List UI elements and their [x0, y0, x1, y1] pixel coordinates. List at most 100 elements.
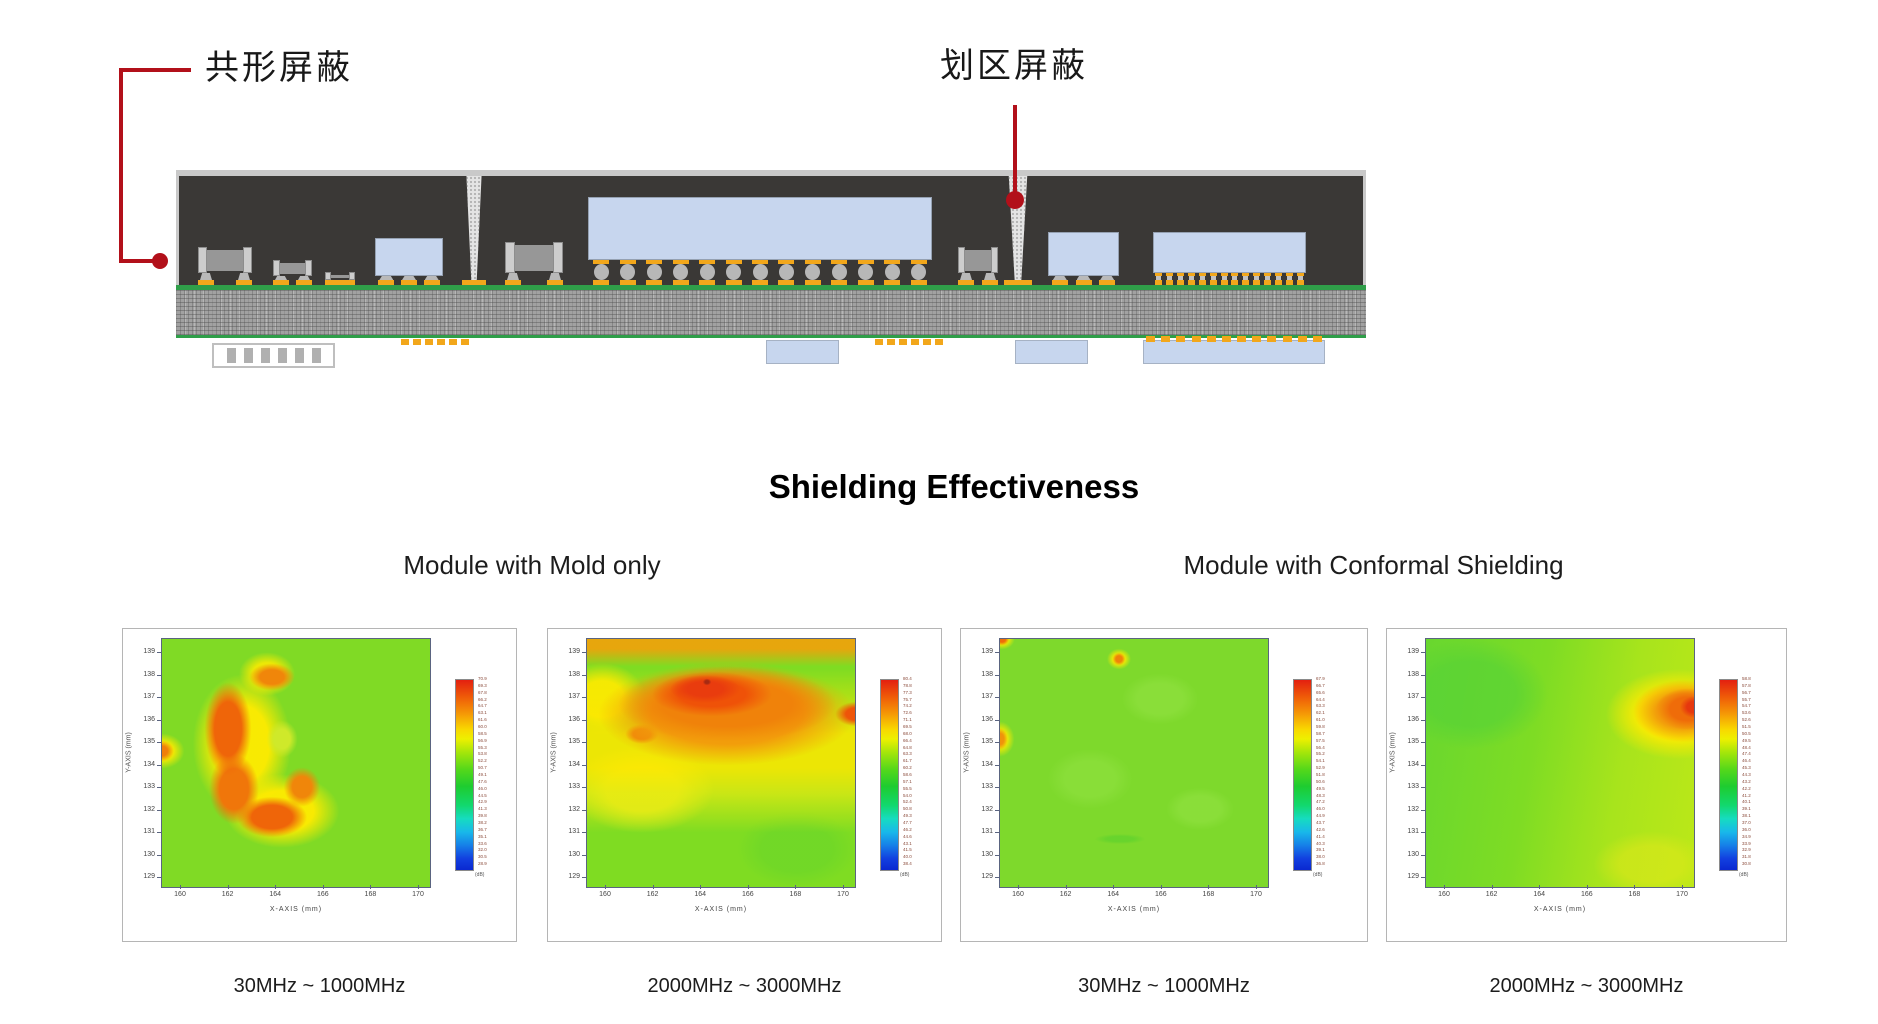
module — [176, 170, 1366, 338]
y-tick-label: 133 — [1393, 783, 1425, 791]
y-tick-label: 129 — [967, 873, 999, 881]
pin — [1232, 276, 1238, 280]
pin-pad-top — [1264, 273, 1272, 276]
x-tick-label: 170 — [1670, 885, 1694, 898]
die-foot — [424, 276, 439, 280]
y-tick-label: 130 — [554, 851, 586, 859]
colorbar — [1719, 679, 1738, 871]
ball-pad-bottom — [646, 280, 663, 285]
x-tick-label: 164 — [1527, 885, 1551, 898]
pin-pad-bottom — [1209, 280, 1217, 285]
ball-pad-top — [752, 260, 768, 264]
colorbar-tick-label: 38.2 — [478, 820, 487, 826]
colorbar-tick-label: 46.0 — [478, 785, 487, 791]
colorbar-tick-label: 74.2 — [903, 703, 912, 709]
colorbar-tick-label: 38.0 — [1316, 854, 1325, 860]
colorbar-unit-label: (dB) — [1313, 872, 1323, 878]
smd-terminal — [349, 272, 355, 280]
colorbar-tick-label: 30.8 — [1742, 861, 1751, 867]
pin — [1177, 276, 1183, 280]
heatmap-panel-2: Y-AXIS (mm) X-AXIS (mm) 80.4 78.8 77.3 75.7… — [547, 628, 942, 942]
connector-pin — [311, 348, 321, 363]
solder-foot — [238, 273, 250, 280]
colorbar-tick-label: 62.1 — [1316, 710, 1325, 716]
x-tick-label: 170 — [1244, 885, 1268, 898]
connector-pin — [260, 348, 270, 363]
colorbar-tick-label: 42.6 — [1316, 826, 1325, 832]
pin — [1265, 276, 1271, 280]
frequency-caption: 2000MHz ~ 3000MHz — [647, 975, 842, 997]
colorbar-tick-label: 42.9 — [478, 799, 487, 805]
y-tick-label: 136 — [967, 716, 999, 724]
colorbar-tick-label: 45.3 — [1742, 765, 1751, 771]
colorbar-tick-label: 47.6 — [478, 778, 487, 784]
colorbar-tick-label: 75.7 — [903, 696, 912, 702]
y-tick-label: 132 — [129, 806, 161, 814]
solder-ball — [620, 264, 636, 280]
colorbar-tick-label: 53.6 — [1742, 710, 1751, 716]
heatmap-plot-area — [586, 638, 856, 888]
colorbar-tick-label: 30.5 — [478, 854, 487, 860]
colorbar-tick-label: 78.8 — [903, 682, 912, 688]
conformal-shield-callout-line — [119, 259, 157, 263]
pin-pad-bottom — [1286, 280, 1294, 285]
colorbar-tick-label: 70.9 — [478, 676, 487, 681]
solder-ball — [593, 264, 609, 280]
colorbar-tick-label: 54.1 — [1316, 758, 1325, 764]
ball-pad-top — [672, 260, 689, 264]
conformal-shield-top — [176, 170, 1366, 176]
colorbar-tick-label: 63.3 — [1316, 703, 1325, 709]
solder-pad — [958, 280, 974, 285]
colorbar-tick-labels: 70.9 69.3 67.8 66.2 64.7 63.1 61.6 60.0 58.5 56.9… — [478, 676, 504, 868]
colorbar-tick-label: 61.0 — [1316, 717, 1325, 723]
pin-pad-bottom — [1187, 280, 1195, 285]
y-tick-label: 135 — [967, 738, 999, 746]
solder-ball — [805, 264, 821, 280]
compartment-shield-label: 划区屏蔽 — [940, 47, 1088, 85]
ball-pad-top — [646, 260, 663, 264]
pin — [1188, 276, 1194, 280]
solder-pad-row — [1252, 336, 1262, 342]
heatmap-plot-area — [999, 638, 1269, 888]
colorbar — [1293, 679, 1312, 871]
x-tick-label: 168 — [783, 885, 807, 898]
solder-foot — [549, 273, 561, 280]
page-title: Shielding Effectiveness — [768, 468, 1140, 505]
bottom-side-component — [1143, 340, 1325, 364]
colorbar-tick-label: 64.7 — [478, 703, 487, 709]
solder-ball — [673, 264, 689, 280]
colorbar-tick-label: 50.6 — [1316, 778, 1325, 784]
colorbar-tick-label: 32.0 — [478, 847, 487, 853]
y-tick-label: 133 — [967, 783, 999, 791]
y-tick-label: 133 — [129, 783, 161, 791]
colorbar-tick-label: 54.0 — [903, 792, 912, 798]
colorbar-tick-label: 50.5 — [1742, 730, 1751, 736]
solder-pad — [325, 280, 341, 285]
colorbar-tick-label: 47.4 — [1742, 751, 1751, 757]
solder-pad — [401, 280, 417, 285]
ball-pad-bottom — [699, 280, 716, 285]
pin-pad-bottom — [1176, 280, 1184, 285]
x-tick-label: 160 — [168, 885, 192, 898]
pin-pad-top — [1242, 273, 1250, 276]
colorbar-tick-label: 41.2 — [1742, 792, 1751, 798]
ball-pad-bottom — [857, 280, 874, 285]
solder-pad-row — [1221, 336, 1231, 342]
colorbar-tick-label: 37.0 — [1742, 820, 1751, 826]
colorbar-tick-label: 66.4 — [903, 737, 912, 743]
heatmap-panel-3: Y-AXIS (mm) X-AXIS (mm) 67.9 66.7 65.6 64.4… — [960, 628, 1368, 942]
solder-pad-row — [1237, 336, 1246, 342]
colorbar-tick-label: 40.1 — [1742, 799, 1751, 805]
colorbar-tick-label: 51.8 — [1316, 772, 1325, 778]
solder-pad-row — [425, 339, 433, 345]
solder-foot — [507, 273, 519, 280]
die-foot — [1052, 276, 1067, 280]
conformal-shield-callout-line — [119, 68, 191, 72]
bottom-side-component — [1015, 340, 1088, 364]
y-tick-label: 137 — [129, 693, 161, 701]
y-tick-label: 137 — [554, 693, 586, 701]
ball-pad-bottom — [831, 280, 848, 285]
colorbar — [455, 679, 474, 871]
colorbar-tick-label: 61.6 — [478, 717, 487, 723]
colorbar-tick-label: 60.2 — [903, 765, 912, 771]
